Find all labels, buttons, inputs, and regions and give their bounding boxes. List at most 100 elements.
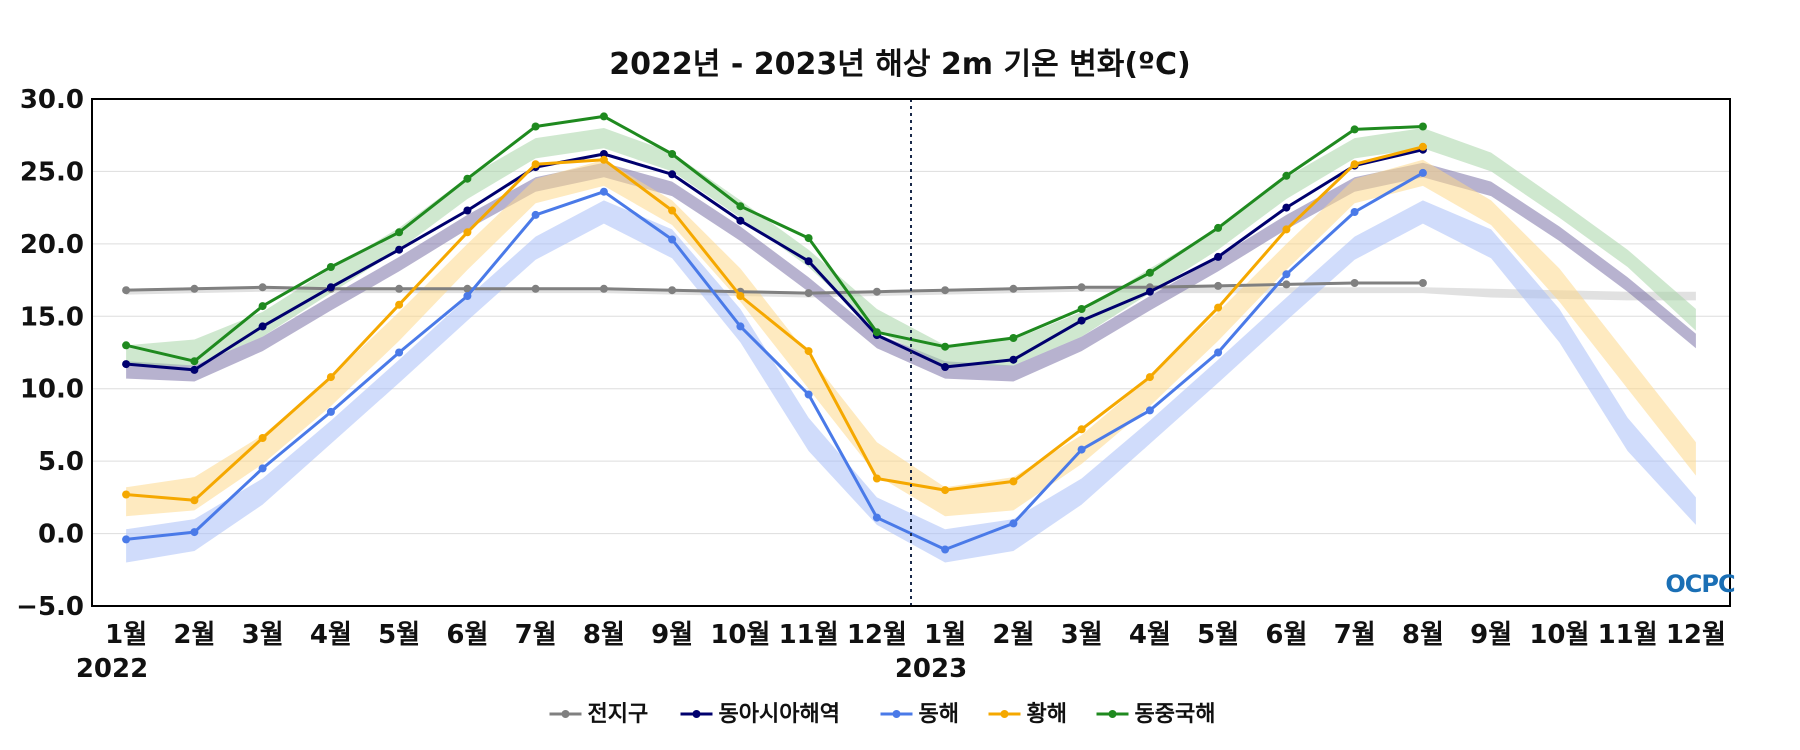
point-황해 bbox=[1009, 477, 1018, 486]
point-황해 bbox=[941, 486, 950, 495]
point-전지구 bbox=[258, 283, 267, 292]
point-동해 bbox=[1077, 445, 1086, 454]
point-전지구 bbox=[1282, 280, 1291, 289]
point-동중국해 bbox=[1350, 125, 1359, 134]
point-동해 bbox=[1418, 168, 1427, 177]
point-동해 bbox=[1145, 406, 1154, 415]
x-tick-label: 7월 bbox=[1334, 620, 1376, 650]
chart-title: 2022년 - 2023년 해상 2m 기온 변화(ºC) bbox=[609, 47, 1190, 82]
x-tick-label: 8월 bbox=[1402, 620, 1444, 650]
legend-item-동해[interactable]: 동해 bbox=[880, 702, 959, 727]
y-tick-label: 10.0 bbox=[20, 375, 84, 405]
y-tick-label: 20.0 bbox=[20, 230, 84, 260]
x-tick-label: 2월 bbox=[992, 620, 1034, 650]
x-tick-label: 10월 bbox=[1529, 620, 1589, 650]
point-동아시아해역 bbox=[1214, 252, 1223, 261]
legend-item-동아시아해역[interactable]: 동아시아해역 bbox=[680, 702, 840, 727]
x-axis: 1월 2월 3월 4월 5월 6월 7월 8월 9월 10월 11월 12월 1월 2월 3월 4월 5월 6월 7… bbox=[76, 620, 1726, 684]
point-황해 bbox=[1077, 425, 1086, 434]
line-동해 bbox=[125, 171, 1424, 551]
point-전지구 bbox=[599, 284, 608, 293]
x-tick-label: 9월 bbox=[1470, 620, 1512, 650]
point-전지구 bbox=[1214, 281, 1223, 290]
x-tick-label: 8월 bbox=[583, 620, 625, 650]
point-황해 bbox=[872, 474, 881, 483]
x-tick-label: 1월 bbox=[924, 620, 966, 650]
band-동중국해 bbox=[126, 128, 1696, 366]
point-전지구 bbox=[1350, 279, 1359, 287]
point-동중국해 bbox=[122, 341, 131, 350]
point-동아시아해역 bbox=[941, 363, 950, 371]
point-동중국해 bbox=[1282, 171, 1291, 180]
point-전지구 bbox=[804, 289, 813, 298]
point-동해 bbox=[122, 535, 131, 544]
point-동중국해 bbox=[190, 357, 199, 366]
point-동중국해 bbox=[668, 150, 677, 158]
x-tick-label: 9월 bbox=[651, 620, 693, 650]
point-황해 bbox=[1145, 373, 1154, 382]
point-황해 bbox=[1418, 142, 1427, 151]
legend-marker bbox=[1000, 710, 1009, 718]
point-전지구 bbox=[941, 286, 950, 295]
x-tick-label: 6월 bbox=[446, 620, 488, 650]
x-tick-label: 7월 bbox=[515, 620, 557, 650]
x-tick-label: 3월 bbox=[1061, 620, 1103, 650]
point-동중국해 bbox=[1145, 268, 1154, 277]
point-동해 bbox=[804, 390, 813, 399]
legend-item-동중국해[interactable]: 동중국해 bbox=[1096, 702, 1216, 727]
point-동중국해 bbox=[872, 328, 881, 337]
y-tick-label: 5.0 bbox=[38, 447, 84, 477]
point-황해 bbox=[804, 347, 813, 356]
legend-label: 동해 bbox=[919, 702, 959, 727]
point-동해 bbox=[668, 235, 677, 244]
x-tick-label: 4월 bbox=[1129, 620, 1171, 650]
x-tick-label: 11월 bbox=[1598, 620, 1658, 650]
point-동아시아해역 bbox=[395, 245, 404, 254]
x-tick-label: 12월 bbox=[847, 620, 907, 650]
point-동아시아해역 bbox=[736, 216, 745, 225]
legend-label: 황해 bbox=[1027, 702, 1067, 727]
legend-marker bbox=[1108, 710, 1117, 718]
point-동중국해 bbox=[804, 234, 813, 243]
line-동중국해 bbox=[125, 114, 1423, 363]
point-동아시아해역 bbox=[258, 322, 267, 331]
point-동아시아해역 bbox=[190, 365, 199, 374]
band-동해 bbox=[126, 200, 1696, 563]
point-동해 bbox=[599, 187, 608, 196]
point-동해 bbox=[395, 348, 404, 357]
x-tick-label: 5월 bbox=[378, 620, 420, 650]
point-동아시아해역 bbox=[1077, 316, 1086, 325]
point-동아시아해역 bbox=[804, 257, 813, 266]
point-황해 bbox=[668, 206, 677, 215]
band-황해 bbox=[126, 159, 1696, 517]
point-전지구 bbox=[1418, 279, 1427, 287]
point-동해 bbox=[531, 210, 540, 219]
point-황해 bbox=[395, 300, 404, 309]
legend-item-전지구[interactable]: 전지구 bbox=[549, 702, 649, 727]
y-axis: 30.0 25.0 20.0 15.0 10.0 5.0 0.0 −5.0 bbox=[16, 85, 84, 622]
point-전지구 bbox=[463, 284, 472, 293]
point-동아시아해역 bbox=[668, 170, 677, 179]
x-tick-label: 2월 bbox=[173, 620, 215, 650]
point-동해 bbox=[1350, 208, 1359, 216]
point-동해 bbox=[1009, 519, 1018, 528]
x-tick-label: 5월 bbox=[1197, 620, 1239, 650]
y-tick-label: −5.0 bbox=[16, 592, 84, 622]
point-동중국해 bbox=[1077, 305, 1086, 313]
point-동해 bbox=[1282, 270, 1291, 279]
legend[interactable]: 전지구 동아시아해역 동해 황해 동중국해 bbox=[549, 702, 1216, 727]
point-전지구 bbox=[395, 284, 404, 293]
point-동아시아해역 bbox=[463, 206, 472, 215]
point-동해 bbox=[872, 513, 881, 522]
point-동아시아해역 bbox=[1282, 203, 1291, 212]
point-황해 bbox=[736, 292, 745, 300]
legend-marker bbox=[892, 710, 901, 718]
legend-item-황해[interactable]: 황해 bbox=[988, 702, 1067, 727]
y-tick-label: 15.0 bbox=[20, 302, 84, 332]
point-동중국해 bbox=[326, 263, 335, 271]
legend-marker bbox=[561, 710, 570, 718]
point-황해 bbox=[190, 496, 199, 505]
point-황해 bbox=[1214, 303, 1223, 312]
point-전지구 bbox=[872, 287, 881, 296]
point-동해 bbox=[941, 545, 950, 554]
